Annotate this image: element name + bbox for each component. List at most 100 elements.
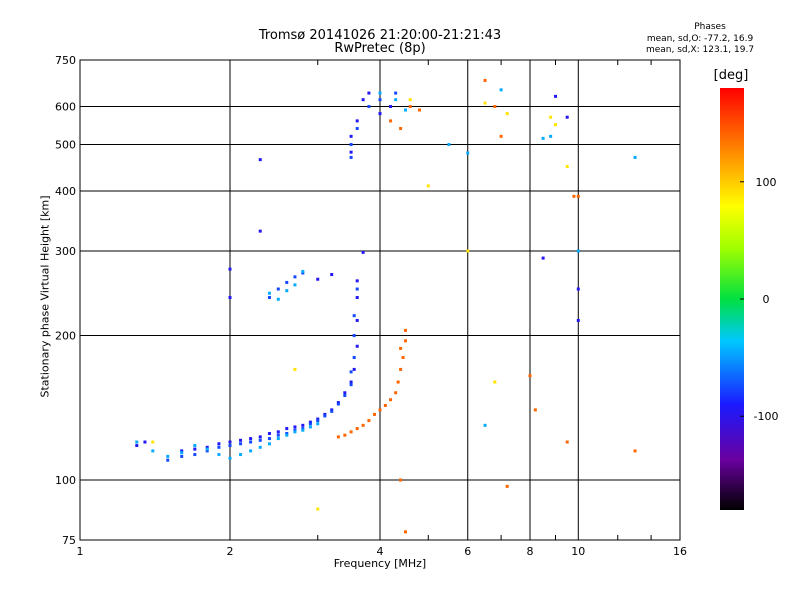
data-point bbox=[378, 91, 382, 95]
data-point bbox=[499, 134, 503, 138]
data-point bbox=[549, 115, 553, 119]
data-point bbox=[205, 445, 209, 449]
x-tick-label: 16 bbox=[673, 545, 687, 558]
data-point bbox=[228, 456, 232, 460]
data-point bbox=[394, 391, 398, 395]
data-point bbox=[143, 440, 147, 444]
data-point bbox=[349, 150, 353, 154]
data-point bbox=[483, 423, 487, 427]
colorbar-label: [deg] bbox=[713, 68, 749, 83]
data-point bbox=[301, 427, 305, 431]
data-point bbox=[293, 367, 297, 371]
data-point bbox=[355, 287, 359, 291]
data-point bbox=[541, 136, 545, 140]
colorbar-tick-label: -100 bbox=[754, 410, 779, 423]
x-tick-label: 2 bbox=[227, 545, 234, 558]
data-point bbox=[528, 374, 532, 378]
data-point bbox=[361, 250, 365, 254]
data-point bbox=[355, 279, 359, 283]
data-point bbox=[285, 289, 289, 293]
data-point bbox=[276, 437, 280, 441]
data-point bbox=[399, 367, 403, 371]
colorbar-ticks: 100 0 -100 bbox=[740, 176, 778, 423]
data-point bbox=[239, 438, 243, 442]
data-points bbox=[135, 78, 637, 534]
chart-title: Tromsø 20141026 21:20:00-21:21:43 bbox=[258, 28, 502, 43]
data-point bbox=[352, 334, 356, 338]
data-point bbox=[301, 428, 305, 432]
data-point bbox=[565, 164, 569, 168]
data-point bbox=[408, 98, 412, 102]
data-point bbox=[316, 422, 320, 426]
y-tick-label: 100 bbox=[55, 474, 76, 487]
data-point bbox=[276, 433, 280, 437]
data-point bbox=[258, 158, 262, 162]
data-point bbox=[343, 391, 347, 395]
data-point bbox=[217, 442, 221, 446]
data-point bbox=[308, 420, 312, 424]
data-point bbox=[151, 449, 155, 453]
data-point bbox=[135, 444, 139, 448]
data-point bbox=[285, 433, 289, 437]
data-point bbox=[533, 408, 537, 412]
data-point bbox=[367, 419, 371, 423]
stats-o-mode: mean, sd,O: -77.2, 16.9 bbox=[646, 34, 754, 44]
data-point bbox=[549, 134, 553, 138]
data-point bbox=[576, 194, 580, 198]
data-point bbox=[389, 105, 393, 109]
y-tick-label: 300 bbox=[55, 245, 76, 258]
data-point bbox=[276, 297, 280, 301]
data-point bbox=[633, 155, 637, 159]
data-point bbox=[367, 105, 371, 109]
data-point bbox=[343, 433, 347, 437]
colorbar-tick-label: 100 bbox=[756, 176, 777, 189]
data-point bbox=[343, 394, 347, 398]
data-point bbox=[205, 449, 209, 453]
data-point bbox=[267, 432, 271, 436]
x-tick-label: 8 bbox=[527, 545, 534, 558]
data-point bbox=[447, 143, 451, 147]
data-point bbox=[239, 442, 243, 446]
y-tick-label: 750 bbox=[55, 54, 76, 67]
data-point bbox=[285, 432, 289, 436]
data-point bbox=[330, 409, 334, 413]
data-point bbox=[217, 453, 221, 457]
y-tick-label: 600 bbox=[55, 101, 76, 114]
y-tick-label: 400 bbox=[55, 185, 76, 198]
data-point bbox=[180, 451, 184, 455]
data-point bbox=[267, 442, 271, 446]
data-point bbox=[228, 440, 232, 444]
data-point bbox=[349, 134, 353, 138]
data-point bbox=[193, 444, 197, 448]
data-point bbox=[135, 440, 139, 444]
data-point bbox=[426, 184, 430, 188]
data-point bbox=[349, 370, 353, 374]
data-point bbox=[367, 91, 371, 95]
data-point bbox=[267, 437, 271, 441]
colorbar-tick-label: 0 bbox=[763, 293, 770, 306]
data-point bbox=[408, 105, 412, 109]
data-point bbox=[193, 453, 197, 457]
data-point bbox=[301, 271, 305, 275]
data-point bbox=[267, 291, 271, 295]
data-point bbox=[466, 249, 470, 253]
data-point bbox=[308, 422, 312, 426]
data-point bbox=[323, 414, 327, 418]
data-point bbox=[285, 427, 289, 431]
data-point bbox=[394, 91, 398, 95]
data-point bbox=[276, 287, 280, 291]
data-point bbox=[355, 296, 359, 300]
data-point bbox=[505, 112, 509, 116]
data-point bbox=[399, 126, 403, 130]
data-point bbox=[352, 367, 356, 371]
data-point bbox=[373, 412, 377, 416]
data-point bbox=[633, 449, 637, 453]
data-point bbox=[499, 88, 503, 92]
data-point bbox=[505, 484, 509, 488]
data-point bbox=[267, 296, 271, 300]
data-point bbox=[166, 454, 170, 458]
axis-ticks: 1 2 4 6 8 10 16 75 100 200 300 400 500 600 750 bbox=[55, 54, 687, 558]
data-point bbox=[293, 428, 297, 432]
data-point bbox=[323, 412, 327, 416]
